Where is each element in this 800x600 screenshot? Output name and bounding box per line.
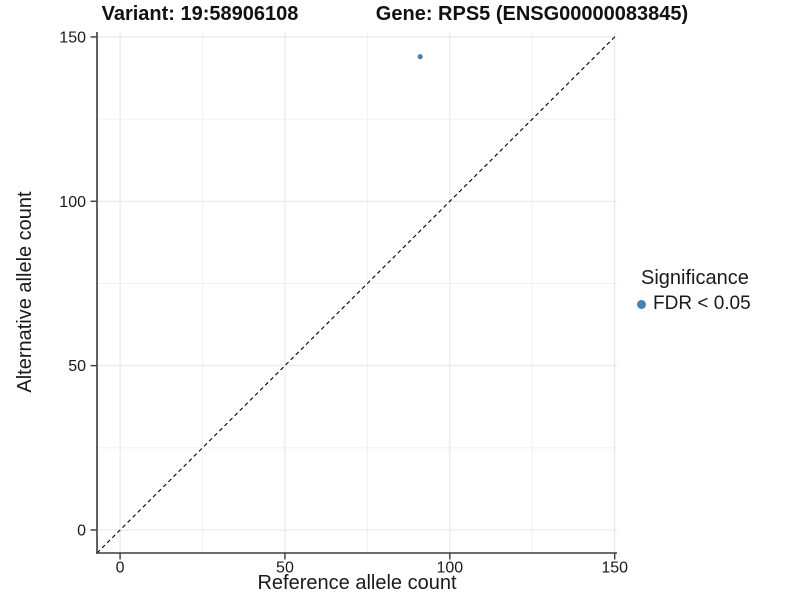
y-axis-label: Alternative allele count xyxy=(14,191,36,393)
legend-entry: FDR < 0.05 xyxy=(637,293,751,315)
data-point xyxy=(417,54,423,60)
plot-title-variant: Variant: 19:58906108 xyxy=(101,3,299,25)
y-tick-label: 100 xyxy=(59,194,86,211)
x-tick-label: 100 xyxy=(436,560,463,577)
x-tick-label: 50 xyxy=(276,560,294,577)
legend-marker-dot-icon xyxy=(637,299,646,309)
legend: Significance FDR < 0.05 xyxy=(637,267,751,315)
x-tick-label: 0 xyxy=(116,560,125,577)
y-tick-label: 50 xyxy=(68,358,86,375)
x-axis-label: Reference allele count xyxy=(257,572,457,594)
identity-line xyxy=(96,34,618,554)
y-tick-label: 150 xyxy=(59,29,86,46)
plot-title-gene: Gene: RPS5 (ENSG00000083845) xyxy=(375,3,689,25)
x-tick-label: 150 xyxy=(601,560,628,577)
legend-entry-label: FDR < 0.05 xyxy=(653,293,751,314)
y-tick-label: 0 xyxy=(77,522,86,539)
legend-title: Significance xyxy=(641,267,749,289)
